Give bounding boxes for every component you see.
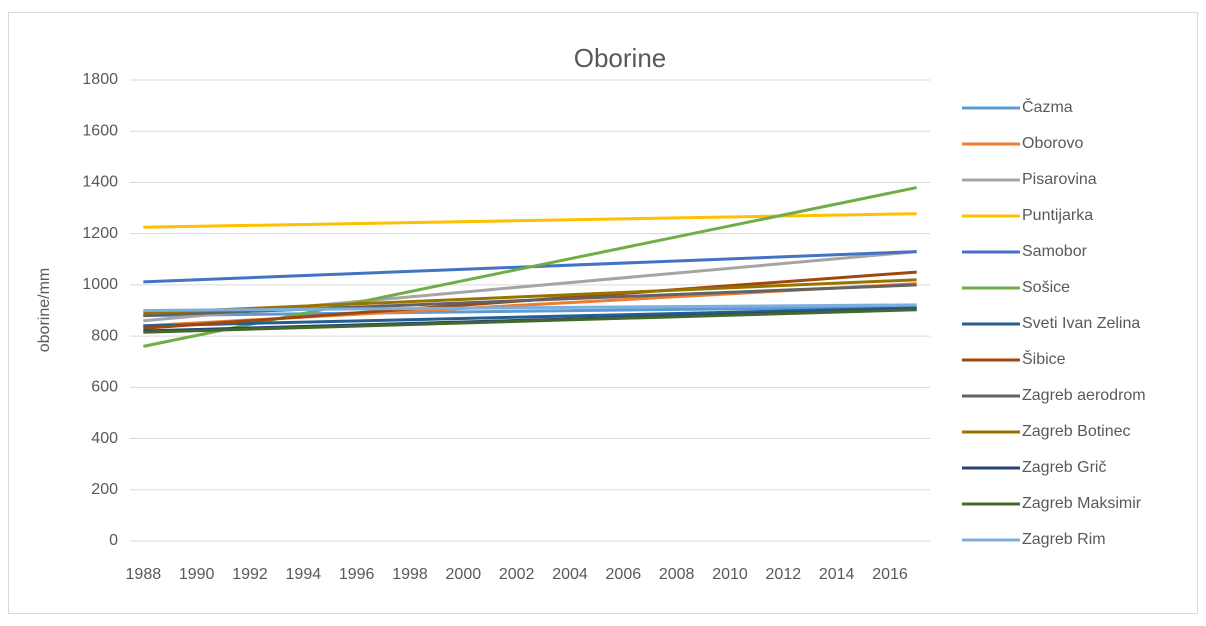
legend-label: Čazma: [1022, 97, 1073, 116]
legend-label: Sveti Ivan Zelina: [1022, 315, 1140, 332]
series-line: [143, 212, 917, 229]
x-tick-label: 2000: [446, 566, 482, 583]
x-tick-label: 1994: [286, 566, 322, 583]
series-line: [143, 308, 917, 334]
y-axis-label: oborine/mm: [36, 268, 53, 352]
series-line: [143, 278, 917, 315]
y-tick-label: 1600: [82, 122, 118, 139]
y-tick-label: 800: [91, 327, 118, 344]
legend-label: Šibice: [1022, 349, 1066, 368]
x-tick-label: 2014: [819, 566, 855, 583]
series-line: [143, 305, 917, 318]
chart-title: Oborine: [574, 43, 667, 73]
y-tick-label: 1000: [82, 276, 118, 293]
x-tick-label: 1992: [232, 566, 268, 583]
y-tick-label: 1400: [82, 174, 118, 191]
y-tick-label: 400: [91, 430, 118, 447]
legend-label: Zagreb aerodrom: [1022, 387, 1146, 404]
y-tick-label: 1800: [82, 71, 118, 88]
x-tick-label: 1988: [126, 566, 162, 583]
legend-label: Zagreb Rim: [1022, 531, 1106, 548]
legend-label: Puntijarka: [1022, 207, 1093, 224]
x-tick-label: 1990: [179, 566, 215, 583]
x-tick-label: 2008: [659, 566, 695, 583]
y-tick-label: 600: [91, 379, 118, 396]
y-tick-label: 200: [91, 481, 118, 498]
legend-label: Zagreb Botinec: [1022, 423, 1131, 440]
series-line: [143, 306, 917, 328]
y-tick-label: 0: [109, 532, 118, 549]
legend-label: Samobor: [1022, 243, 1088, 260]
legend-label: Oborovo: [1022, 135, 1083, 152]
x-tick-label: 2012: [766, 566, 802, 583]
x-tick-label: 2006: [606, 566, 642, 583]
x-tick-label: 2002: [499, 566, 535, 583]
legend-label: Zagreb Grič: [1022, 459, 1106, 476]
x-tick-label: 2004: [552, 566, 588, 583]
x-tick-label: 2016: [872, 566, 908, 583]
legend-label: Zagreb Maksimir: [1022, 495, 1142, 512]
legend-label: Sošice: [1022, 279, 1070, 296]
legend-label: Pisarovina: [1022, 171, 1097, 188]
series-line: [143, 303, 917, 312]
x-tick-label: 2010: [712, 566, 748, 583]
x-tick-label: 1996: [339, 566, 375, 583]
x-tick-label: 1998: [392, 566, 428, 583]
y-tick-label: 1200: [82, 225, 118, 242]
